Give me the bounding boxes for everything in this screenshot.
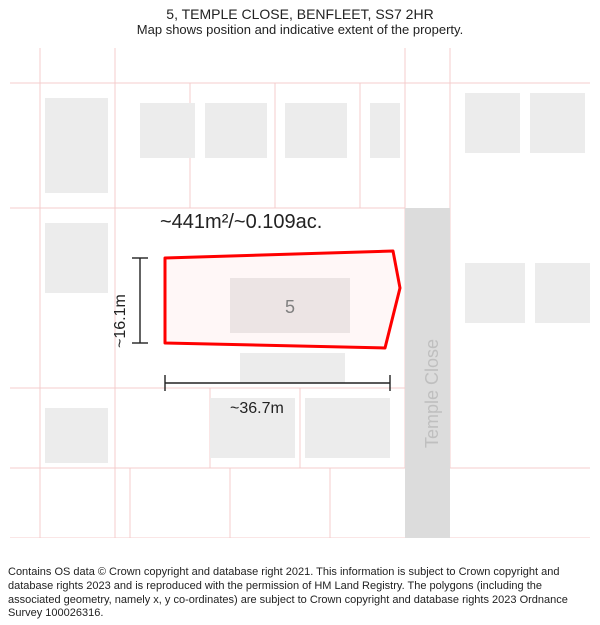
building <box>465 93 520 153</box>
footer-text: Contains OS data © Crown copyright and d… <box>8 566 568 619</box>
road-label: Temple Close <box>422 339 442 448</box>
map-area: Temple Close 5 ~441m²/~0.109ac. ~36.7m ~… <box>10 48 590 538</box>
building <box>240 353 345 383</box>
highlight-polygon <box>165 251 400 348</box>
building <box>370 103 400 158</box>
footer: Contains OS data © Crown copyright and d… <box>8 566 592 621</box>
building <box>305 398 390 458</box>
title: 5, TEMPLE CLOSE, BENFLEET, SS7 2HR <box>0 6 600 22</box>
building <box>45 223 108 293</box>
page-container: 5, TEMPLE CLOSE, BENFLEET, SS7 2HR Map s… <box>0 0 600 625</box>
map-svg: Temple Close 5 ~441m²/~0.109ac. ~36.7m ~… <box>10 48 590 538</box>
building <box>535 263 590 323</box>
building <box>530 93 585 153</box>
building <box>140 103 195 158</box>
building <box>465 263 525 323</box>
header: 5, TEMPLE CLOSE, BENFLEET, SS7 2HR Map s… <box>0 0 600 37</box>
building <box>285 103 347 158</box>
width-label: ~36.7m <box>230 400 284 417</box>
building <box>45 98 108 193</box>
building <box>45 408 108 463</box>
building <box>205 103 267 158</box>
house-number: 5 <box>285 297 295 317</box>
area-label: ~441m²/~0.109ac. <box>160 211 322 233</box>
height-label: ~16.1m <box>112 294 129 348</box>
subtitle: Map shows position and indicative extent… <box>0 22 600 37</box>
